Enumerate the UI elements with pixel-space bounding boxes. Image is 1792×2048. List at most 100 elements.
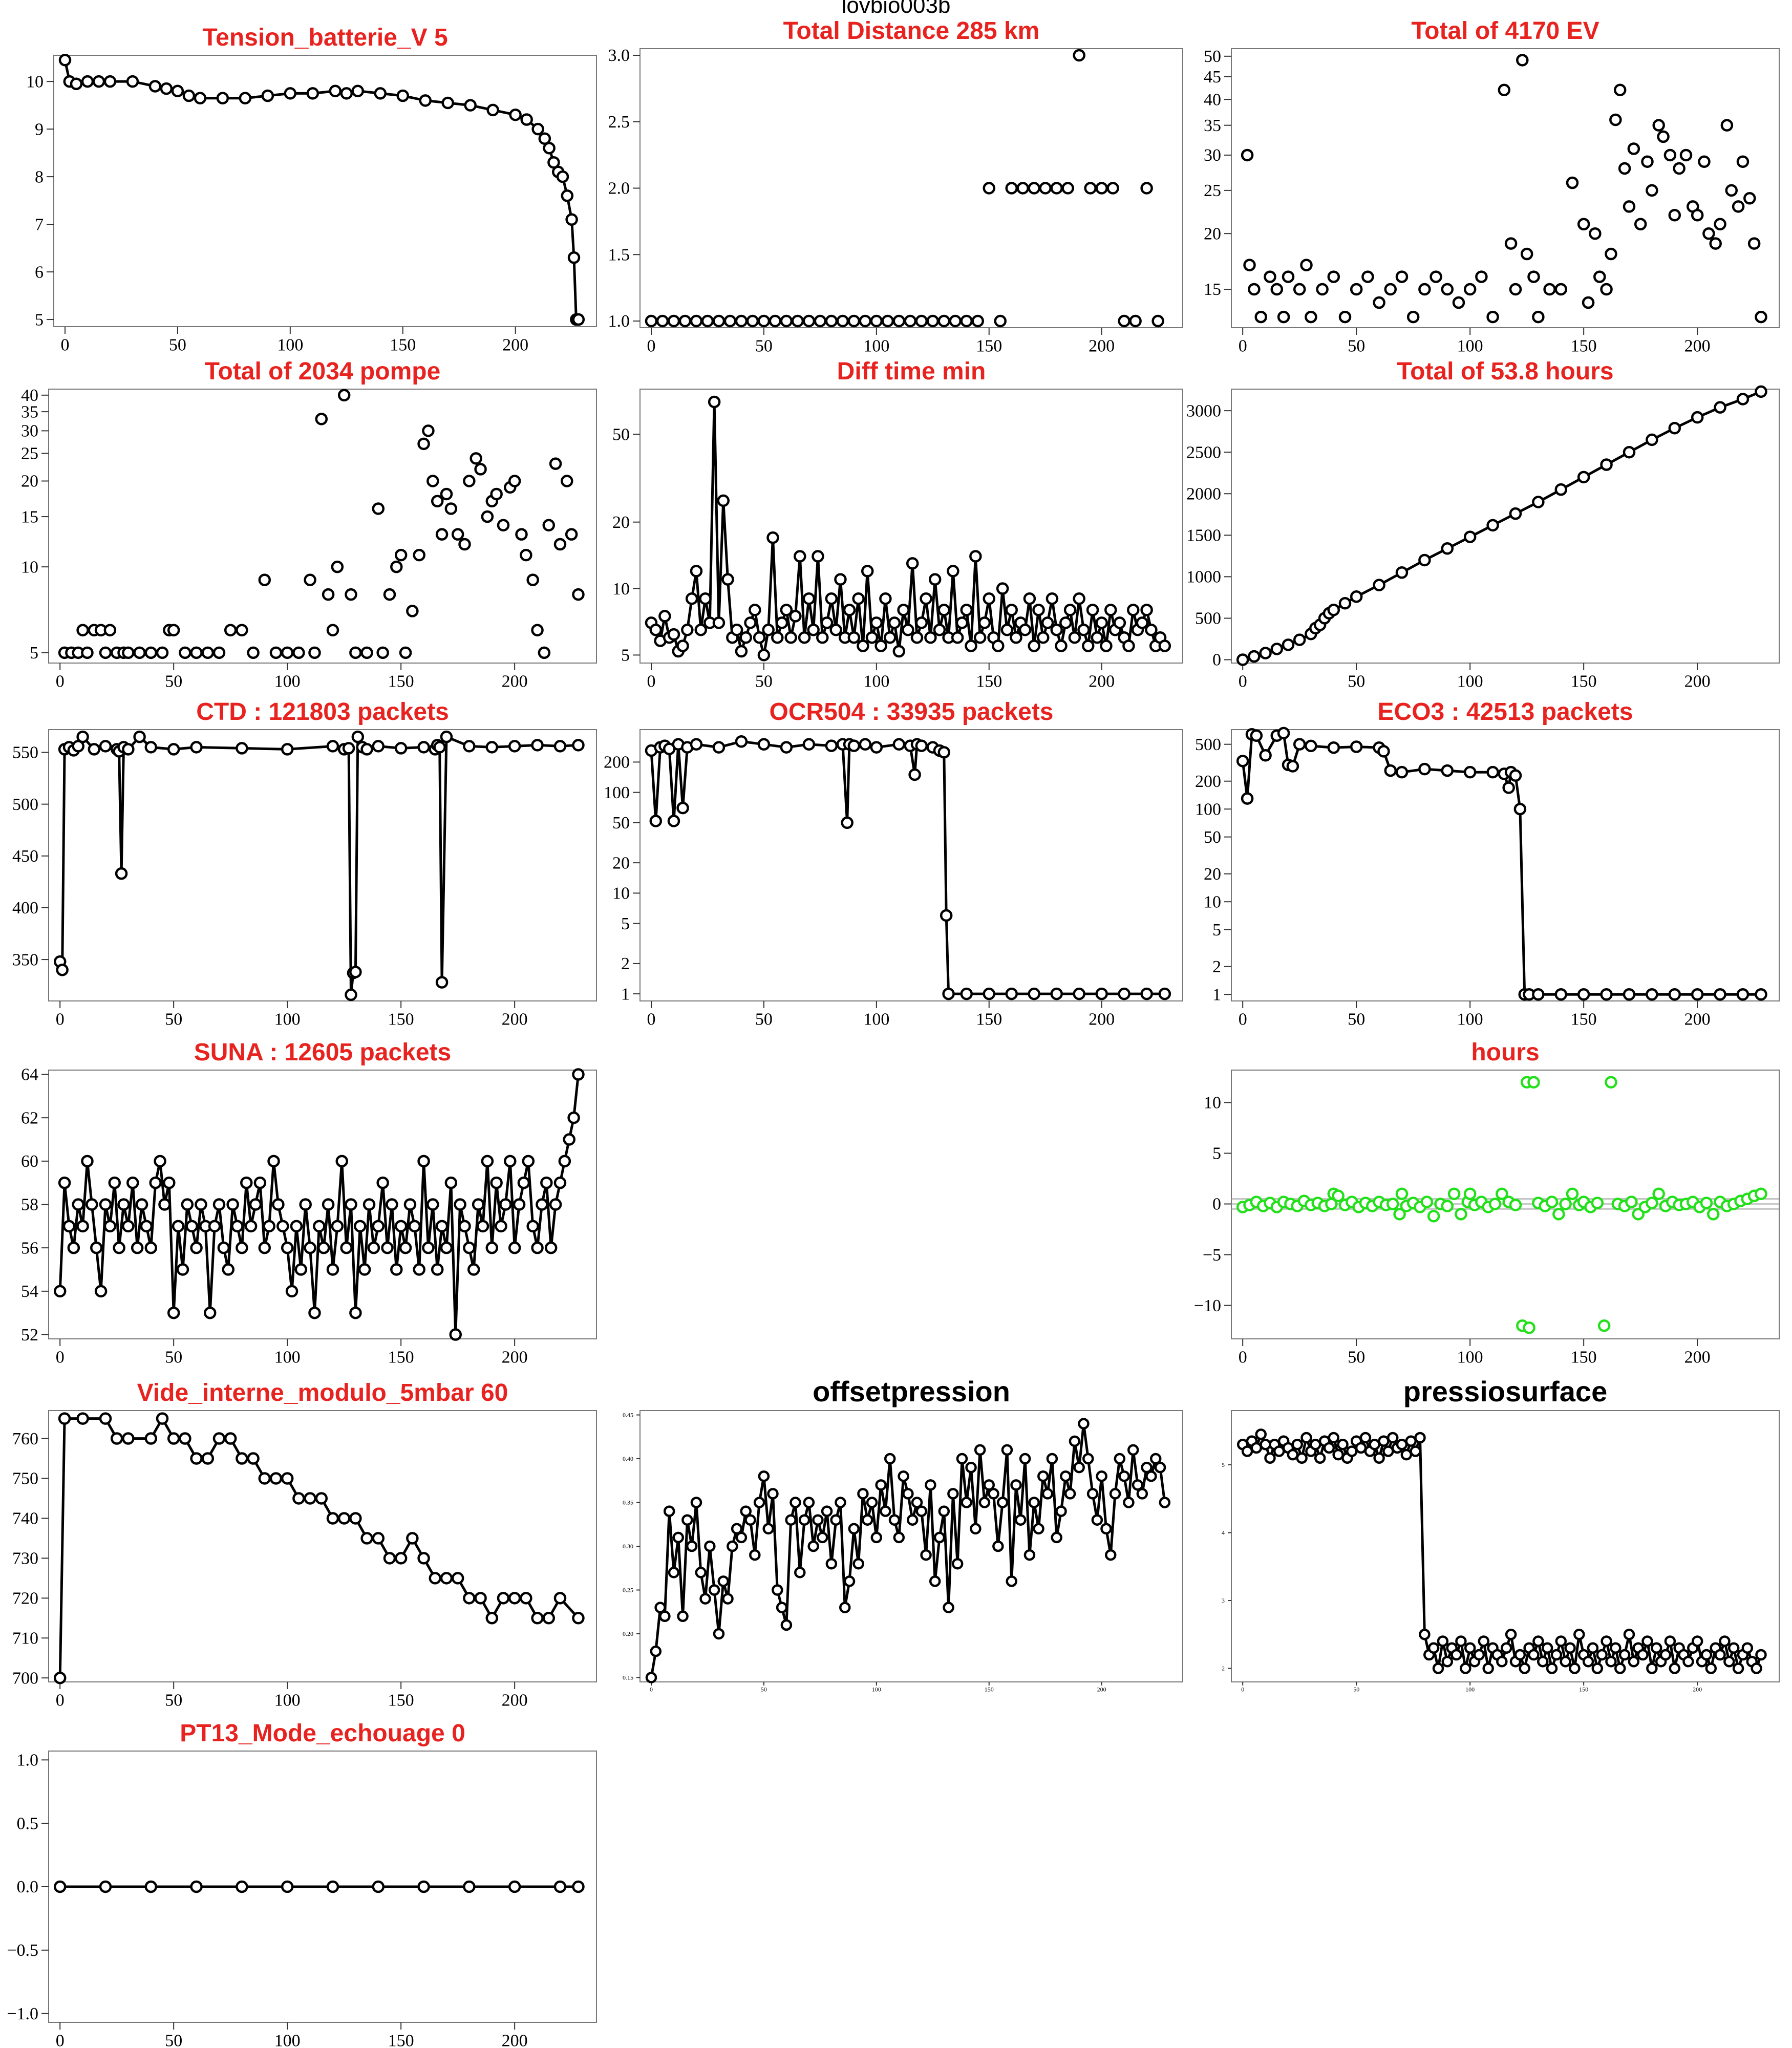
x-tick-label: 50 — [165, 1010, 182, 1029]
data-point — [1393, 1208, 1406, 1221]
x-tick-label: 100 — [1457, 672, 1483, 691]
data-point — [744, 1514, 756, 1526]
data-point — [1096, 1470, 1107, 1482]
y-tick-label: 9 — [35, 120, 44, 139]
y-tick-label: 5 — [621, 646, 630, 665]
data-point — [1560, 1656, 1571, 1668]
x-tick-label: 100 — [863, 672, 889, 691]
x-tick-label: 150 — [1571, 336, 1597, 355]
data-point — [172, 1220, 185, 1233]
y-tick-label: 2500 — [1186, 443, 1221, 462]
data-point — [951, 1558, 964, 1570]
data-point — [915, 314, 928, 328]
data-point — [538, 132, 551, 145]
data-point — [870, 616, 883, 629]
data-point — [1646, 433, 1658, 446]
data-point — [451, 1572, 464, 1585]
data-point — [1582, 1656, 1594, 1668]
series-line — [1242, 1431, 1762, 1673]
x-tick-label: 200 — [1693, 1686, 1702, 1693]
data-point — [956, 1453, 968, 1465]
data-point — [746, 314, 759, 328]
data-point — [835, 1497, 846, 1508]
data-point — [1496, 1656, 1508, 1668]
panel-hours: hours 0 50 100 150 200 −10 −5 0 5 10 — [1194, 1039, 1780, 1367]
data-point — [753, 631, 766, 644]
data-point — [444, 502, 458, 515]
data-point — [1657, 130, 1670, 143]
data-point — [1447, 1187, 1461, 1200]
y-tick-label: 35 — [1204, 116, 1221, 135]
data-point — [406, 1532, 419, 1545]
data-point — [1736, 155, 1750, 168]
x-tick-label: 50 — [1348, 672, 1365, 691]
y-tick-label: 50 — [1204, 828, 1221, 847]
data-point — [1236, 653, 1249, 666]
data-point — [861, 565, 874, 578]
data-point — [1151, 314, 1164, 328]
data-point — [345, 988, 357, 1001]
x-tick-label: 150 — [388, 2031, 414, 2048]
data-point — [1554, 988, 1568, 1001]
data-point — [1355, 1442, 1367, 1454]
data-point — [1033, 1523, 1044, 1535]
data-point — [203, 1306, 217, 1319]
data-point — [1755, 385, 1767, 398]
data-point — [1277, 310, 1290, 324]
data-point — [1566, 176, 1579, 189]
x-tick-label: 200 — [1097, 1686, 1106, 1693]
data-point — [888, 1514, 901, 1526]
data-point — [1452, 296, 1465, 309]
data-point — [1532, 988, 1545, 1001]
x-tick-label: 0 — [1241, 1686, 1244, 1693]
data-point — [1241, 792, 1254, 805]
data-point — [231, 1220, 244, 1233]
data-point — [1755, 310, 1767, 324]
data-point — [236, 1452, 248, 1465]
data-point — [340, 1241, 353, 1254]
data-point — [874, 639, 887, 652]
data-point — [1641, 155, 1654, 168]
data-point — [565, 213, 578, 226]
data-point — [758, 1470, 770, 1482]
data-point — [308, 1306, 321, 1319]
data-point — [133, 730, 146, 743]
data-point — [744, 616, 757, 629]
data-point — [1077, 623, 1090, 636]
data-point — [1395, 1187, 1409, 1200]
data-point — [563, 1133, 575, 1146]
y-tick-label: 25 — [21, 444, 38, 463]
data-point — [690, 314, 703, 328]
data-point — [99, 1880, 112, 1893]
x-tick-label: 200 — [1684, 1010, 1711, 1029]
y-tick-label: 20 — [21, 472, 38, 491]
data-point — [508, 1592, 521, 1605]
data-point — [910, 631, 924, 644]
x-tick-label: 0 — [1239, 672, 1247, 691]
data-point — [771, 631, 784, 644]
data-point — [1755, 988, 1767, 1001]
data-point — [58, 1176, 71, 1189]
data-point — [1118, 987, 1130, 1000]
y-tick-label: 720 — [12, 1589, 38, 1608]
data-point — [1395, 566, 1409, 579]
data-point — [440, 730, 453, 743]
data-point — [572, 1068, 585, 1081]
x-tick-label: 0 — [56, 1691, 65, 1710]
data-point — [906, 557, 919, 570]
data-point — [1310, 1439, 1321, 1450]
data-point — [924, 631, 937, 644]
data-point — [394, 548, 408, 562]
data-point — [1300, 1432, 1312, 1444]
data-point — [1243, 259, 1256, 271]
data-point — [1039, 182, 1052, 195]
y-tick-label: 15 — [21, 507, 38, 526]
data-point — [1104, 604, 1117, 616]
data-point — [88, 743, 101, 756]
data-point — [789, 610, 802, 623]
data-point — [224, 624, 237, 636]
data-point — [1473, 1649, 1485, 1661]
x-tick-label: 150 — [390, 335, 416, 354]
chart-svg: 0 50 100 150 200 52 54 56 58 60 62 64 — [21, 1065, 597, 1367]
data-point — [76, 730, 89, 743]
